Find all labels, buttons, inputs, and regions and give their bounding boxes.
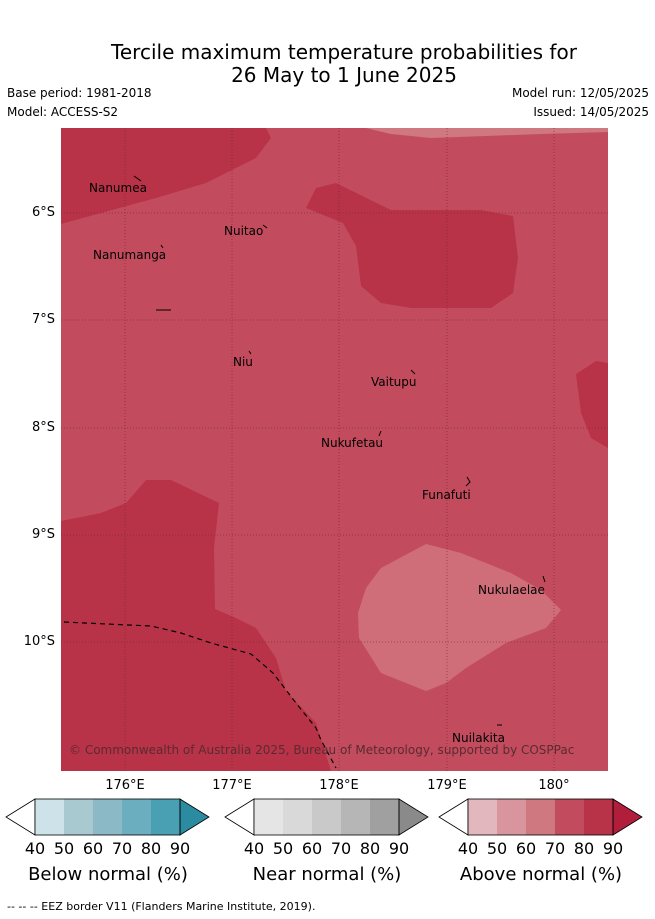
place-niu: Niu	[233, 355, 253, 369]
above-tick-50: 50	[486, 839, 508, 858]
island-nuitao	[262, 224, 268, 229]
below-tick-90: 90	[169, 839, 191, 858]
near-tick-80: 80	[359, 839, 381, 858]
lat-label-10s: 10°S	[23, 634, 55, 649]
colorbar-below-segment-60	[93, 799, 122, 835]
title-line-1: Tercile maximum temperature probabilitie…	[111, 40, 577, 64]
lat-label-9s: 9°S	[31, 527, 55, 542]
map-title: Tercile maximum temperature probabilitie…	[0, 41, 655, 87]
islands	[133, 175, 546, 726]
colorbar-near-segment-50	[283, 799, 312, 835]
colorbar-above-normal	[438, 798, 643, 836]
island-vaitupu	[410, 369, 416, 375]
below-tick-50: 50	[53, 839, 75, 858]
island-niu	[248, 350, 252, 355]
colorbar-above-segment-70	[555, 799, 584, 835]
below-tick-80: 80	[140, 839, 162, 858]
place-vaitupu: Vaitupu	[371, 375, 417, 389]
lon-label-178e: 178°E	[319, 778, 359, 793]
model-run: Model run: 12/05/2025	[511, 86, 649, 100]
region-80-east	[576, 361, 608, 448]
below-tick-40: 40	[24, 839, 46, 858]
colorbar-near-segment-70	[341, 799, 370, 835]
above-tick-60: 60	[515, 839, 537, 858]
base-period: Base period: 1981-2018	[7, 86, 152, 100]
colorbar-above-segment-40	[468, 799, 497, 835]
colorbar-near-normal	[224, 798, 429, 836]
below-tick-60: 60	[82, 839, 104, 858]
region-60-top	[366, 128, 608, 138]
lat-label-7s: 7°S	[31, 312, 55, 327]
colorbar-below-segment-70	[122, 799, 151, 835]
colorbar-near-segment-under	[224, 798, 255, 836]
colorbar-above-segment-80	[584, 799, 613, 835]
island-nukufetau	[378, 430, 382, 437]
region-80-nw	[61, 128, 271, 224]
above-normal-label: Above normal (%)	[459, 864, 623, 885]
lat-label-8s: 8°S	[31, 420, 55, 435]
colorbar-above-segment-under	[438, 798, 469, 836]
place-nuilakita: Nuilakita	[452, 731, 505, 745]
colorbar-near-segment-40	[254, 799, 283, 835]
colorbar-below-segment-under	[5, 798, 36, 836]
colorbar-below-segment-80	[151, 799, 180, 835]
island-nukulaelae	[542, 575, 546, 583]
colorbar-near-segment-over	[398, 798, 429, 836]
near-tick-60: 60	[301, 839, 323, 858]
place-funafuti: Funafuti	[422, 488, 471, 502]
colorbar-below-segment-over	[179, 798, 210, 836]
issued-date: Issued: 14/05/2025	[533, 105, 649, 119]
place-nuitao: Nuitao	[224, 224, 263, 238]
above-tick-70: 70	[544, 839, 566, 858]
above-tick-40: 40	[457, 839, 479, 858]
eez-footnote: -- -- -- EEZ border V11 (Flanders Marine…	[7, 900, 316, 913]
above-tick-90: 90	[602, 839, 624, 858]
region-80-sw	[61, 480, 331, 771]
place-nanumanga: Nanumanga	[93, 248, 166, 262]
copyright-notice: © Commonwealth of Australia 2025, Bureau…	[69, 743, 574, 757]
colorbar-above-segment-60	[526, 799, 555, 835]
lon-label-176e: 176°E	[105, 778, 145, 793]
place-nanumea: Nanumea	[89, 181, 147, 195]
colorbar-above-segment-50	[497, 799, 526, 835]
region-80-central	[306, 183, 518, 308]
above-tick-80: 80	[573, 839, 595, 858]
region-60-south	[358, 544, 561, 691]
lon-label-179e: 179°E	[427, 778, 467, 793]
near-normal-label: Near normal (%)	[252, 864, 402, 885]
colorbar-below-normal	[5, 798, 210, 836]
colorbar-near-segment-80	[370, 799, 399, 835]
map-area: Nanumea Nuitao Nanumanga Niu Vaitupu Nuk…	[61, 128, 608, 771]
near-tick-50: 50	[272, 839, 294, 858]
title-line-2: 26 May to 1 June 2025	[231, 63, 457, 87]
place-nukulaelae: Nukulaelae	[478, 583, 545, 597]
near-tick-70: 70	[330, 839, 352, 858]
island-funafuti	[465, 476, 471, 487]
near-tick-90: 90	[388, 839, 410, 858]
colorbar-above-segment-over	[612, 798, 643, 836]
island-nanumea	[133, 175, 142, 182]
below-normal-label: Below normal (%)	[28, 864, 188, 885]
colorbar-below-segment-40	[35, 799, 64, 835]
near-tick-40: 40	[243, 839, 265, 858]
model-name: Model: ACCESS-S2	[7, 105, 119, 119]
colorbar-near-segment-60	[312, 799, 341, 835]
lon-label-180: 180°	[538, 778, 570, 793]
graticule	[61, 128, 608, 771]
island-nanumanga	[160, 244, 164, 249]
below-tick-70: 70	[111, 839, 133, 858]
lon-label-177e: 177°E	[212, 778, 252, 793]
colorbar-below-segment-50	[64, 799, 93, 835]
place-nukufetau: Nukufetau	[321, 436, 383, 450]
eez-border	[63, 621, 337, 769]
lat-label-6s: 6°S	[31, 205, 55, 220]
